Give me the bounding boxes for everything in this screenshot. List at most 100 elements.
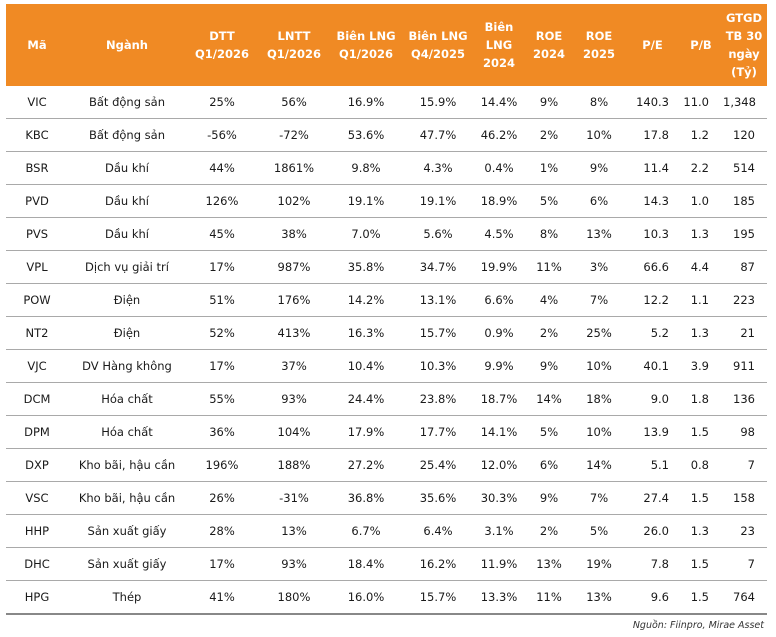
cell-bien-lng-q4: 16.2%	[402, 547, 474, 581]
cell-ticker: PVD	[6, 184, 68, 218]
cell-bien-lng-2024: 18.7%	[474, 382, 524, 416]
cell-bien-lng-q4: 23.8%	[402, 382, 474, 416]
cell-roe-2024: 2%	[524, 118, 574, 152]
cell-pe: 7.8	[624, 547, 681, 581]
col-header-roe-2025: ROE 2025	[574, 4, 624, 86]
cell-pb: 1.3	[681, 514, 721, 548]
cell-roe-2024: 9%	[524, 349, 574, 383]
cell-roe-2024: 6%	[524, 448, 574, 482]
cell-bien-lng-2024: 19.9%	[474, 250, 524, 284]
table-row: DCM Hóa chất 55% 93% 24.4% 23.8% 18.7% 14% 18% 9.…	[6, 382, 767, 416]
table-row: VPL Dịch vụ giải trí 17% 987% 35.8% 34.7% 19.9…	[6, 250, 767, 284]
cell-dtt: 52%	[186, 316, 258, 350]
cell-sector: Kho bãi, hậu cần	[68, 481, 186, 515]
cell-bien-lng-q1: 19.1%	[330, 184, 402, 218]
table-row: BSR Dầu khí 44% 1861% 9.8% 4.3% 0.4% 1% 9% 11.4 2.…	[6, 151, 767, 185]
table-row: VSC Kho bãi, hậu cần 26% -31% 36.8% 35.6% 30.3…	[6, 481, 767, 515]
cell-lntt: 56%	[258, 86, 330, 119]
cell-bien-lng-q4: 34.7%	[402, 250, 474, 284]
cell-pb: 1.3	[681, 217, 721, 251]
cell-roe-2025: 13%	[574, 580, 624, 615]
col-header-bien-lng-2024: Biên LNG 2024	[474, 4, 524, 86]
stock-table-container: Mã Ngành DTT Q1/2026 LNTT Q1/2026 Biên LNG…	[6, 4, 767, 615]
cell-bien-lng-q1: 10.4%	[330, 349, 402, 383]
cell-pe: 9.6	[624, 580, 681, 615]
cell-roe-2025: 10%	[574, 349, 624, 383]
cell-roe-2024: 14%	[524, 382, 574, 416]
cell-bien-lng-2024: 12.0%	[474, 448, 524, 482]
cell-bien-lng-q1: 16.3%	[330, 316, 402, 350]
cell-ticker: DPM	[6, 415, 68, 449]
cell-pb: 11.0	[681, 86, 721, 119]
cell-bien-lng-q1: 36.8%	[330, 481, 402, 515]
cell-roe-2025: 8%	[574, 86, 624, 119]
cell-bien-lng-q1: 24.4%	[330, 382, 402, 416]
table-row: HPG Thép 41% 180% 16.0% 15.7% 13.3% 11% 13% 9.6 1.…	[6, 580, 767, 615]
cell-gtgd: 185	[721, 184, 767, 218]
cell-bien-lng-2024: 13.3%	[474, 580, 524, 615]
cell-gtgd: 120	[721, 118, 767, 152]
table-row: DXP Kho bãi, hậu cần 196% 188% 27.2% 25.4% 12.…	[6, 448, 767, 482]
cell-pb: 1.0	[681, 184, 721, 218]
cell-roe-2024: 5%	[524, 415, 574, 449]
cell-roe-2024: 4%	[524, 283, 574, 317]
cell-ticker: VJC	[6, 349, 68, 383]
cell-roe-2025: 18%	[574, 382, 624, 416]
cell-gtgd: 158	[721, 481, 767, 515]
cell-sector: Dầu khí	[68, 184, 186, 218]
cell-roe-2025: 3%	[574, 250, 624, 284]
cell-lntt: 93%	[258, 547, 330, 581]
cell-bien-lng-q1: 27.2%	[330, 448, 402, 482]
table-row: VIC Bất động sản 25% 56% 16.9% 15.9% 14.4% 9% 8%…	[6, 86, 767, 119]
cell-lntt: 413%	[258, 316, 330, 350]
cell-lntt: 188%	[258, 448, 330, 482]
cell-bien-lng-q4: 35.6%	[402, 481, 474, 515]
col-header-dtt: DTT Q1/2026	[186, 4, 258, 86]
cell-ticker: BSR	[6, 151, 68, 185]
cell-dtt: 17%	[186, 250, 258, 284]
cell-ticker: VPL	[6, 250, 68, 284]
cell-pb: 1.5	[681, 415, 721, 449]
cell-bien-lng-q1: 6.7%	[330, 514, 402, 548]
cell-ticker: HPG	[6, 580, 68, 615]
col-header-bien-lng-q4: Biên LNG Q4/2025	[402, 4, 474, 86]
cell-gtgd: 7	[721, 547, 767, 581]
table-row: KBC Bất động sản -56% -72% 53.6% 47.7% 46.2% 2%…	[6, 118, 767, 152]
cell-roe-2025: 6%	[574, 184, 624, 218]
cell-sector: Hóa chất	[68, 415, 186, 449]
cell-pb: 1.2	[681, 118, 721, 152]
cell-pe: 140.3	[624, 86, 681, 119]
cell-bien-lng-2024: 9.9%	[474, 349, 524, 383]
cell-pe: 5.1	[624, 448, 681, 482]
cell-sector: Điện	[68, 316, 186, 350]
cell-bien-lng-q4: 13.1%	[402, 283, 474, 317]
cell-roe-2025: 7%	[574, 283, 624, 317]
cell-pe: 66.6	[624, 250, 681, 284]
cell-lntt: -72%	[258, 118, 330, 152]
cell-pe: 5.2	[624, 316, 681, 350]
cell-ticker: HHP	[6, 514, 68, 548]
cell-pe: 14.3	[624, 184, 681, 218]
cell-roe-2024: 9%	[524, 86, 574, 119]
cell-bien-lng-q4: 47.7%	[402, 118, 474, 152]
cell-gtgd: 7	[721, 448, 767, 482]
cell-dtt: 44%	[186, 151, 258, 185]
cell-lntt: 104%	[258, 415, 330, 449]
cell-roe-2025: 10%	[574, 118, 624, 152]
cell-gtgd: 223	[721, 283, 767, 317]
cell-gtgd: 98	[721, 415, 767, 449]
cell-sector: Bất động sản	[68, 86, 186, 119]
stock-comparison-table: Mã Ngành DTT Q1/2026 LNTT Q1/2026 Biên LNG…	[6, 4, 767, 615]
cell-bien-lng-q1: 16.9%	[330, 86, 402, 119]
cell-roe-2024: 13%	[524, 547, 574, 581]
cell-sector: DV Hàng không	[68, 349, 186, 383]
cell-roe-2025: 13%	[574, 217, 624, 251]
cell-dtt: 25%	[186, 86, 258, 119]
cell-pb: 1.3	[681, 316, 721, 350]
cell-pe: 12.2	[624, 283, 681, 317]
col-header-pe: P/E	[624, 4, 681, 86]
cell-sector: Bất động sản	[68, 118, 186, 152]
cell-lntt: -31%	[258, 481, 330, 515]
table-row: VJC DV Hàng không 17% 37% 10.4% 10.3% 9.9% 9% 10…	[6, 349, 767, 383]
col-header-bien-lng-q1: Biên LNG Q1/2026	[330, 4, 402, 86]
